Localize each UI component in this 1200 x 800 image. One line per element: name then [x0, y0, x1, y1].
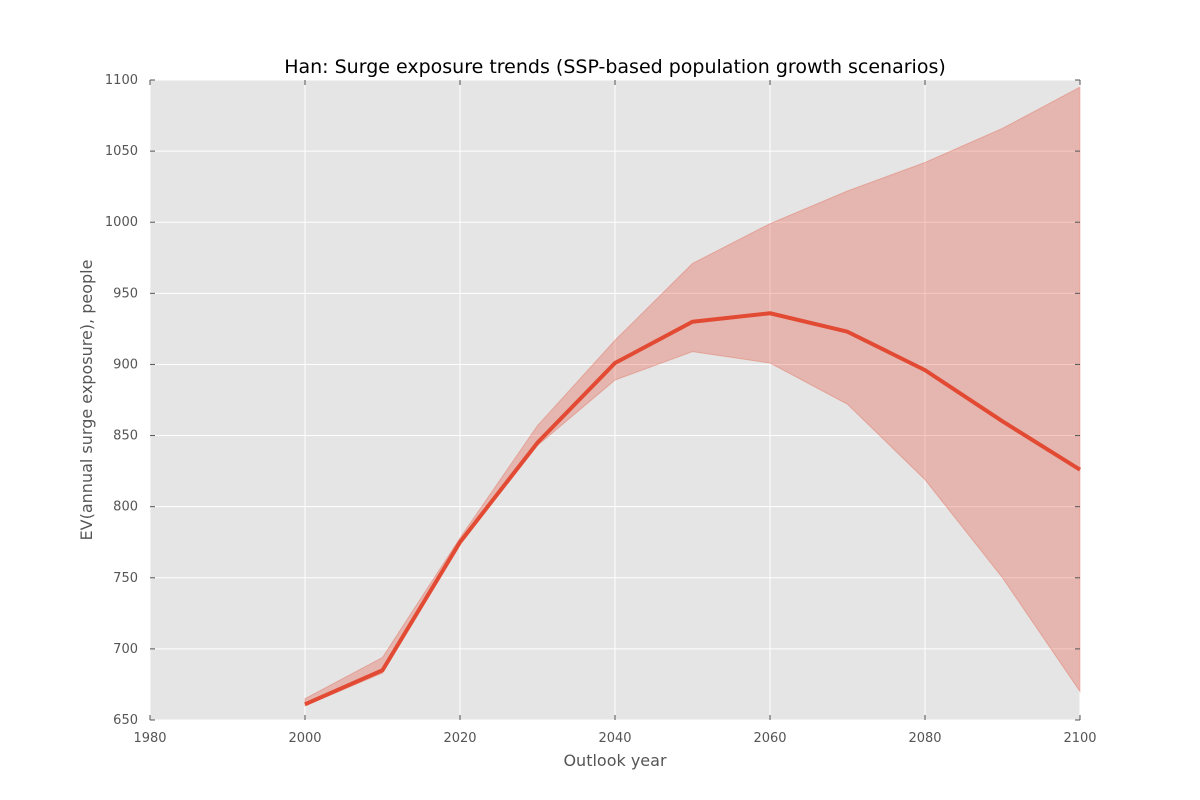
y-tick-label: 900 — [113, 357, 138, 372]
y-tick-label: 1000 — [105, 215, 138, 230]
y-tick-label: 750 — [113, 571, 138, 586]
x-axis-label: Outlook year — [563, 751, 667, 770]
chart-title: Han: Surge exposure trends (SSP-based po… — [284, 56, 946, 78]
y-tick-label: 950 — [113, 286, 138, 301]
y-tick-label: 1050 — [105, 144, 138, 159]
x-tick-label: 2020 — [443, 731, 476, 746]
x-tick-label: 2100 — [1063, 731, 1096, 746]
series-lines — [304, 311, 1082, 707]
y-tick-label: 850 — [113, 429, 138, 444]
y-tick-label: 650 — [113, 713, 138, 728]
y-tick-label: 700 — [113, 642, 138, 657]
y-tick-label: 1100 — [105, 73, 138, 88]
x-tick-label: 2080 — [908, 731, 941, 746]
y-tick-label: 800 — [113, 500, 138, 515]
x-tick-label: 1980 — [133, 731, 166, 746]
x-tick-label: 2000 — [288, 731, 321, 746]
x-tick-label: 2040 — [598, 731, 631, 746]
x-tick-label: 2060 — [753, 731, 786, 746]
axis-ticks: 1980 2000 2020 2040 2060 2080 2100 650 700 750 800… — [105, 73, 1097, 746]
y-axis-label: EV(annual surge exposure), people — [77, 260, 96, 541]
series-line — [304, 311, 1082, 707]
